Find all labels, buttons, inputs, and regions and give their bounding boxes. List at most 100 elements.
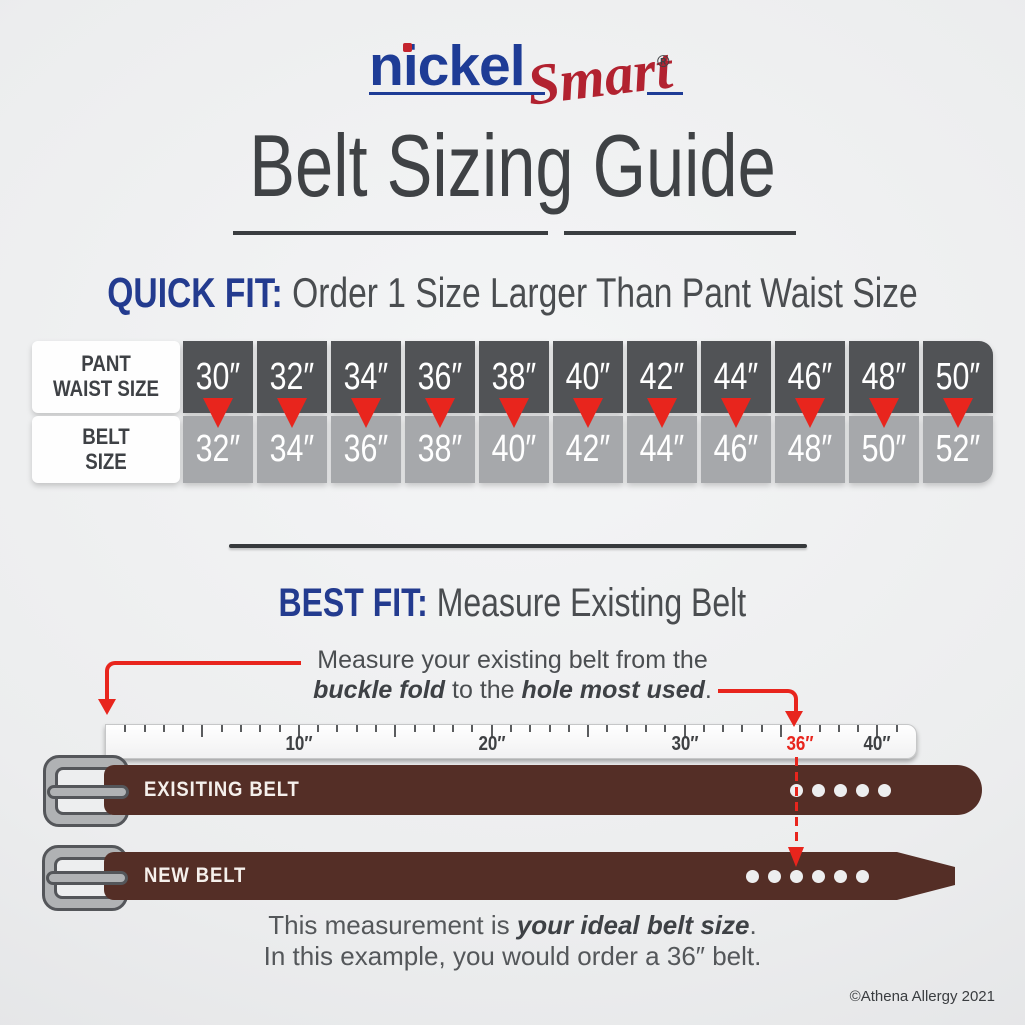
arrow-down-icon (573, 398, 603, 428)
existing-belt-label: EXISITING BELT (144, 778, 300, 801)
best-fit-heading: BEST FIT: Measure Existing Belt (0, 583, 1025, 623)
arrow-down-icon (499, 398, 529, 428)
logo-underline-right (647, 92, 683, 95)
buckle-prong (46, 871, 128, 885)
ruler-tick (240, 725, 242, 732)
size-column: 50″ 52″ (923, 341, 993, 483)
pant-size-cell: 34″ (331, 341, 401, 413)
result-line2: In this example, you would order a 36″ b… (263, 941, 762, 972)
new-belt-label: NEW BELT (144, 864, 247, 887)
ruler-tick (876, 725, 879, 737)
nickelsmart-logo: nickel Smart ® (0, 0, 1025, 118)
arrow-down-icon (203, 398, 233, 428)
ruler-tick (182, 725, 185, 732)
ruler-tick (490, 725, 493, 737)
size-column: 40″ 42″ (553, 341, 623, 483)
ruler-tick (452, 725, 455, 732)
ruler-tick (606, 725, 609, 732)
size-column: 44″ 46″ (701, 341, 771, 483)
title-underline-left (233, 231, 548, 235)
belt-size-cell: 44″ (627, 416, 697, 483)
size-columns: 30″ 32″ 32″ 34″ 34″ 36″ 36″ 38″ 38″ 40″ 40″ 42″ 42″ 4… (183, 341, 993, 483)
ideal-belt-size-term: your ideal belt size (516, 910, 750, 940)
size-column: 36″ 38″ (405, 341, 475, 483)
arrow-down-icon (721, 398, 751, 428)
page-title: Belt Sizing Guide (249, 116, 776, 215)
pant-waist-size-label: PANT WAIST SIZE (32, 341, 180, 413)
arrow-down-icon (98, 699, 116, 715)
best-fit-text: Measure Existing Belt (436, 581, 747, 625)
red-arrow-line-right (718, 689, 798, 719)
ruler-label: 20″ (478, 733, 506, 755)
logo-underline-left (369, 92, 545, 95)
quick-fit-heading: QUICK FIT: Order 1 Size Larger Than Pant… (0, 272, 1025, 314)
ruler-tick (510, 725, 512, 732)
logo-text-smart: Smart (523, 35, 676, 118)
belt-hole (833, 783, 847, 797)
copyright-notice: ©Athena Allergy 2021 (849, 988, 995, 1005)
ruler-tick (722, 725, 725, 732)
arrow-down-icon (277, 398, 307, 428)
new-belt-strap: NEW BELT (104, 852, 955, 900)
ruler-label: 36″ (786, 733, 814, 755)
arrow-down-icon (795, 398, 825, 428)
ruler-tick (162, 725, 165, 732)
belt-size-label: BELT SIZE (32, 416, 180, 483)
ruler-tick (413, 725, 416, 732)
title-underline-right (564, 231, 796, 235)
ruler-label: 10″ (285, 733, 313, 755)
size-column: 34″ 36″ (331, 341, 401, 483)
ruler-tick (895, 725, 898, 732)
belt-hole (767, 869, 781, 883)
best-fit-label: BEST FIT: (278, 581, 428, 625)
ruler-label: 30″ (671, 733, 699, 755)
belt-hole (855, 783, 869, 797)
ruler-tick (471, 725, 474, 732)
buckle-fold-term: buckle fold (313, 675, 446, 704)
registered-trademark-icon: ® (657, 52, 670, 71)
ruler-tick (760, 725, 763, 732)
belt-hole (833, 869, 847, 883)
red-dashed-measure-line (795, 757, 798, 847)
section-divider (229, 544, 807, 548)
ruler-tick (259, 725, 262, 732)
belt-hole (811, 783, 825, 797)
ruler-tick (201, 725, 204, 737)
ruler-tick (394, 725, 397, 737)
result-note: This measurement is your ideal belt size… (263, 910, 762, 972)
ruler-tick (278, 725, 281, 732)
ruler-tick (143, 725, 146, 732)
size-column: 38″ 40″ (479, 341, 549, 483)
ruler-tick (567, 725, 570, 732)
ruler-tick (375, 725, 377, 732)
red-arrow-line-left (105, 661, 301, 705)
arrow-down-icon (788, 847, 804, 867)
arrow-down-icon (425, 398, 455, 428)
size-column: 46″ 48″ (775, 341, 845, 483)
logo-i-dot-red (403, 43, 412, 52)
size-column: 30″ 32″ (183, 341, 253, 483)
size-column: 48″ 50″ (849, 341, 919, 483)
ruler-tick (664, 725, 667, 732)
ruler-tick (818, 725, 821, 732)
arrow-down-icon (647, 398, 677, 428)
ruler-tick (780, 725, 782, 737)
arrow-down-icon (351, 398, 381, 428)
ruler-tick (857, 725, 860, 732)
ruler-tick (587, 725, 590, 737)
ruler-tick (548, 725, 551, 732)
ruler-tick (702, 725, 705, 732)
size-column: 42″ 44″ (627, 341, 697, 483)
buckle-prong (47, 785, 129, 799)
measure-line1: Measure your existing belt from the (317, 646, 708, 674)
ruler-tick (432, 725, 435, 732)
ruler-tick (799, 725, 802, 732)
measure-instruction: Measure your existing belt from the buck… (313, 646, 712, 704)
ruler-tick (837, 725, 840, 732)
ruler-tick (336, 725, 339, 732)
ruler-tick (355, 725, 358, 732)
ruler-tick (645, 725, 647, 732)
quick-fit-text: Order 1 Size Larger Than Pant Waist Size (292, 269, 918, 316)
ruler-tick (220, 725, 223, 732)
